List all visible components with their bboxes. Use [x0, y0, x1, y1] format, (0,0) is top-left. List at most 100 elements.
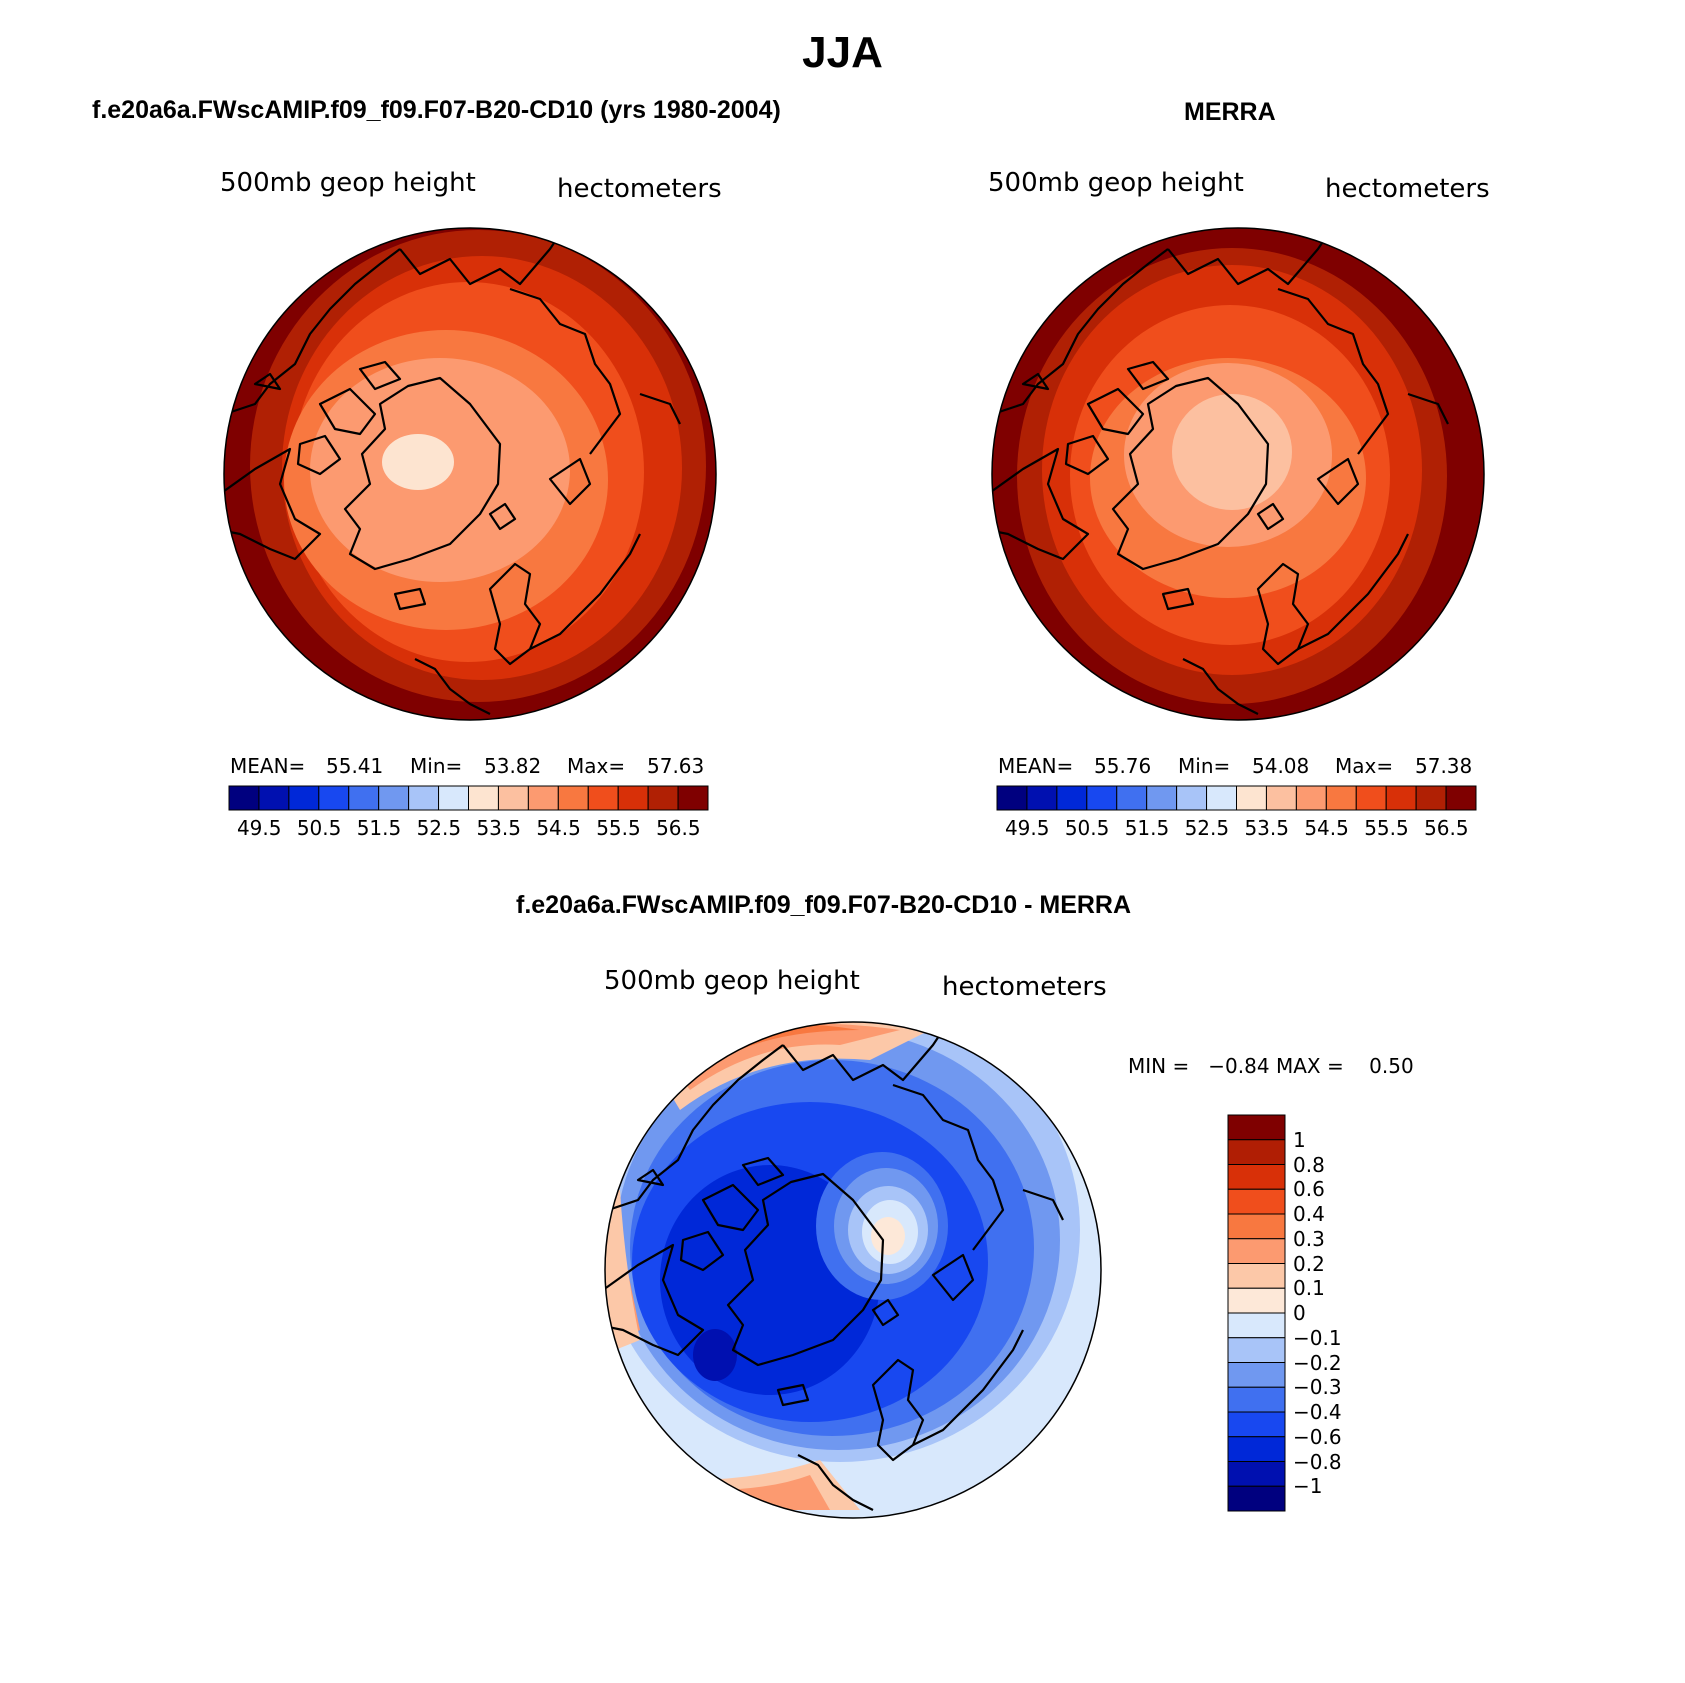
colorbar-swatch	[1265, 785, 1297, 811]
colorbar-swatch	[1206, 785, 1237, 811]
panel-1-min-label: Min=	[410, 754, 463, 778]
colorbar-swatch	[1227, 1287, 1286, 1314]
colorbar-tick-label: 56.5	[656, 816, 701, 840]
panel-2-max: 57.38	[1415, 754, 1473, 778]
colorbar-diff	[1227, 1114, 1286, 1512]
figure-title: JJA	[802, 28, 883, 77]
colorbar-swatch	[1176, 785, 1208, 811]
colorbar-swatch	[587, 785, 619, 811]
colorbar-tick-label: 53.5	[476, 816, 521, 840]
colorbar-tick-label: 54.5	[1304, 816, 1349, 840]
colorbar-tick-label: −1	[1293, 1474, 1323, 1499]
colorbar-tick-label: −0.8	[1293, 1449, 1342, 1474]
colorbar-swatch	[1227, 1386, 1286, 1413]
colorbar-tick-label: 55.5	[596, 816, 641, 840]
colorbar-swatch	[1355, 785, 1387, 811]
colorbar-tick-label: 55.5	[1364, 816, 1409, 840]
colorbar-tick-label: 0.6	[1293, 1177, 1325, 1202]
colorbar-swatch	[1227, 1312, 1286, 1339]
colorbar-tick-label: 50.5	[296, 816, 342, 840]
colorbar-tick-label: 50.5	[1064, 816, 1110, 840]
colorbar-tick-label: −0.4	[1293, 1400, 1342, 1424]
panel-3-units-label: hectometers	[942, 972, 1107, 1002]
colorbar-tick-label: 49.5	[1004, 816, 1050, 840]
colorbar-tick-label: 52.5	[416, 816, 462, 840]
colorbar-tick-label: 52.5	[1184, 816, 1230, 840]
colorbar-tick-label: 0.4	[1293, 1202, 1325, 1226]
colorbar-swatch	[996, 785, 1028, 811]
colorbar-swatch	[1227, 1238, 1286, 1264]
colorbar-swatch	[1056, 785, 1088, 811]
colorbar-tick-label: 0.2	[1293, 1251, 1325, 1276]
panel-3-map	[605, 1022, 1101, 1518]
colorbar-swatch	[1026, 785, 1058, 811]
panel-2-title: MERRA	[1184, 98, 1276, 126]
panel-1-max: 57.63	[647, 754, 705, 778]
panel-2-field-label: 500mb geop height	[988, 168, 1244, 198]
panel-2-map	[992, 228, 1484, 720]
colorbar-tick-label: 0.8	[1293, 1152, 1325, 1177]
colorbar-swatch	[1325, 785, 1357, 811]
panel-1-min: 53.82	[484, 754, 542, 778]
colorbar-swatch	[677, 785, 709, 811]
colorbar-tick-label: 56.5	[1424, 816, 1469, 840]
colorbar-swatch	[1236, 785, 1267, 811]
colorbar-swatch	[497, 785, 529, 811]
colorbar-tick-label: 51.5	[1124, 816, 1170, 840]
colorbar-swatch	[1227, 1436, 1286, 1462]
colorbar-swatch	[617, 785, 649, 811]
panel-2-mean: 55.76	[1094, 754, 1152, 778]
colorbar-swatch	[1227, 1139, 1286, 1165]
panel-3-minmax: MIN = −0.84 MAX = 0.50	[1128, 1054, 1414, 1078]
panel-2-units-label: hectometers	[1325, 174, 1490, 204]
colorbar-tick-label: 0.3	[1293, 1226, 1325, 1251]
colorbar-swatch	[318, 785, 350, 811]
colorbar-swatch	[1415, 785, 1447, 811]
colorbar-tick-label: 51.5	[356, 816, 402, 840]
colorbar-tick-label: 54.5	[536, 816, 581, 840]
colorbar-swatch	[1227, 1411, 1286, 1438]
panel-1-field-label: 500mb geop height	[220, 168, 476, 198]
panel-2-min: 54.08	[1252, 754, 1310, 778]
colorbar-swatch	[1385, 785, 1417, 811]
panel-1-mean-label: MEAN=	[230, 754, 306, 778]
colorbar-swatch	[557, 785, 589, 811]
panel-2-min-label: Min=	[1178, 754, 1231, 778]
colorbar-tick-label: −0.2	[1293, 1350, 1342, 1375]
colorbar-swatch	[378, 785, 410, 811]
panel-1-mean: 55.41	[326, 754, 384, 778]
colorbar-swatch	[468, 785, 499, 811]
colorbar-swatch	[1146, 785, 1178, 811]
colorbar-swatch	[1295, 785, 1327, 811]
panel-1-title: f.e20a6a.FWscAMIP.f09_f09.F07-B20-CD10 (…	[92, 96, 781, 124]
colorbar-swatch	[527, 785, 559, 811]
colorbar-1	[228, 785, 709, 811]
colorbar-swatch	[1227, 1114, 1286, 1141]
panel-1-max-label: Max=	[567, 754, 626, 778]
colorbar-swatch	[1227, 1164, 1286, 1190]
colorbar-swatch	[228, 785, 260, 811]
colorbar-swatch	[1227, 1362, 1286, 1388]
panel-3-title: f.e20a6a.FWscAMIP.f09_f09.F07-B20-CD10 -…	[516, 891, 1132, 919]
colorbar-swatch	[1227, 1213, 1286, 1240]
colorbar-swatch	[438, 785, 469, 811]
panel-3-field-label: 500mb geop height	[604, 966, 860, 996]
colorbar-swatch	[1445, 785, 1477, 811]
colorbar-tick-label: 49.5	[236, 816, 282, 840]
colorbar-tick-label: 1	[1293, 1127, 1306, 1152]
panel-1-units-label: hectometers	[557, 174, 722, 204]
colorbar-tick-label: −0.3	[1293, 1375, 1342, 1400]
panel-2-mean-label: MEAN=	[998, 754, 1074, 778]
colorbar-swatch	[348, 785, 380, 811]
colorbar-swatch	[1227, 1263, 1286, 1289]
colorbar-swatch	[408, 785, 440, 811]
colorbar-tick-label: 0	[1293, 1301, 1306, 1325]
colorbar-tick-label: −0.6	[1293, 1424, 1342, 1449]
colorbar-swatch	[258, 785, 290, 811]
colorbar-swatch	[647, 785, 679, 811]
colorbar-swatch	[1227, 1485, 1286, 1512]
colorbar-swatch	[288, 785, 320, 811]
colorbar-swatch	[1227, 1337, 1286, 1363]
colorbar-swatch	[1086, 785, 1118, 811]
